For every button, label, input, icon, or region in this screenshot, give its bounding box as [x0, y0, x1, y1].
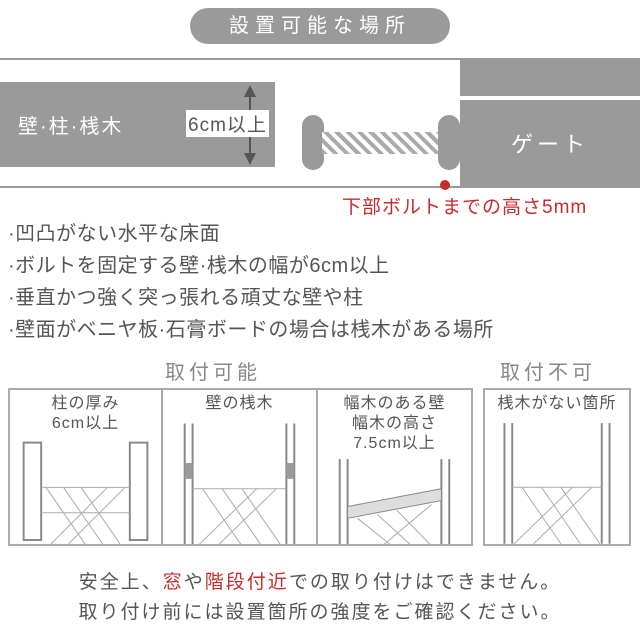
section-labels: 取付可能 取付不可 — [0, 356, 640, 384]
panel-illustration — [10, 390, 161, 544]
gate-label: ゲート — [511, 127, 589, 159]
red-bolt-indicator — [440, 180, 450, 190]
footer-text: や — [184, 572, 205, 593]
panel-illustration — [318, 390, 471, 546]
bolt-right — [438, 115, 460, 170]
gate-block: ゲート — [460, 100, 640, 186]
dimension-label: 6cm以上 — [186, 110, 269, 137]
requirements-list: ·凹凸がない水平な床面 ·ボルトを固定する壁·桟木の幅が6cm以上 ·垂直かつ強… — [8, 218, 494, 346]
footer-line-1: 安全上、窓や階段付近での取り付けはできません。 — [0, 568, 640, 598]
gate-top-block — [460, 60, 640, 96]
bullet: ·壁面がベニヤ板·石膏ボードの場合は桟木がある場所 — [8, 314, 494, 346]
wall-label: 壁·柱·桟木 — [18, 110, 123, 139]
panel-illustration — [163, 390, 316, 546]
panel-baseboard: 幅木のある壁 幅木の高さ 7.5cm以上 — [318, 388, 473, 546]
footer-em: 階段付近 — [205, 572, 289, 593]
footer-line-2: 取り付け前には設置箇所の強度をご確認ください。 — [0, 598, 640, 628]
red-note: 下部ボルトまでの高さ5mm — [342, 192, 587, 219]
panel-thick-pillar: 柱の厚み 6cm以上 — [8, 388, 163, 546]
section-ok: 取付可能 — [165, 356, 261, 385]
footer-text: 安全上、 — [79, 572, 163, 593]
panel-illustration — [485, 390, 629, 544]
bullet: ·ボルトを固定する壁·桟木の幅が6cm以上 — [8, 250, 494, 282]
tension-bar — [322, 132, 440, 154]
bolt-left — [302, 115, 324, 170]
panel-wall-crossbar: 壁の桟木 — [163, 388, 318, 546]
top-diagram: 壁·柱·桟木 6cm以上 ゲート — [0, 58, 640, 188]
header-pill: 設置可能な場所 — [190, 8, 450, 44]
panel-no-crossbar: 桟木がない箇所 — [483, 388, 631, 546]
footer-em: 窓 — [163, 572, 184, 593]
bullet: ·垂直かつ強く突っ張れる頑丈な壁や柱 — [8, 282, 494, 314]
section-ng: 取付不可 — [500, 356, 596, 385]
footer-text: での取り付けはできません。 — [289, 572, 561, 593]
panels-row: 柱の厚み 6cm以上 壁の桟木 — [8, 388, 632, 548]
footer-warning: 安全上、窓や階段付近での取り付けはできません。 取り付け前には設置箇所の強度をご… — [0, 568, 640, 628]
bullet: ·凹凸がない水平な床面 — [8, 218, 494, 250]
